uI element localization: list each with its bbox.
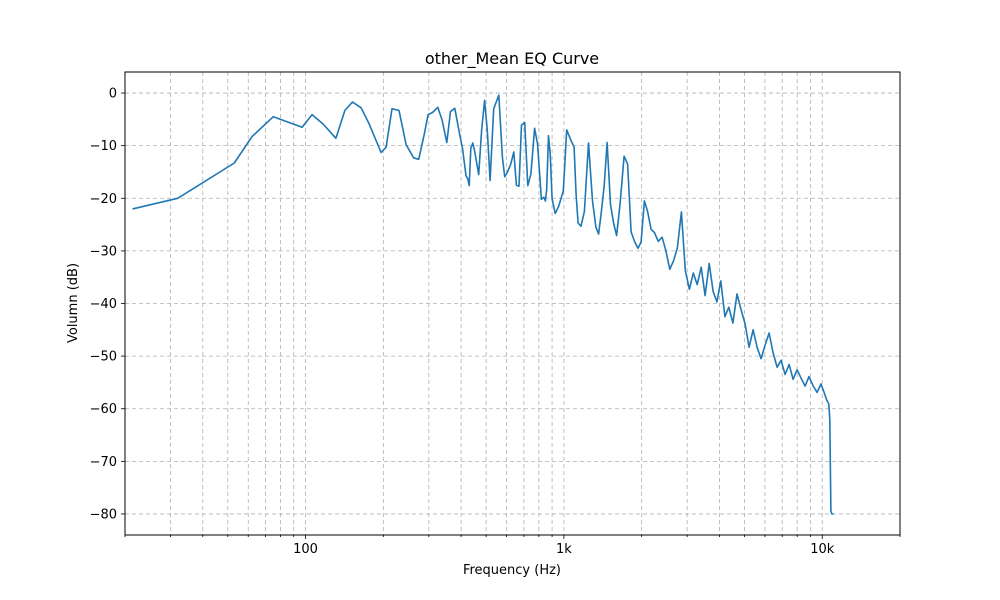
chart-title: other_Mean EQ Curve — [425, 49, 599, 69]
eq-curve-line — [132, 94, 834, 515]
x-tick-label: 1k — [556, 542, 572, 557]
y-tick-label: −80 — [90, 507, 117, 522]
x-axis-label: Frequency (Hz) — [463, 563, 561, 578]
y-tick-label: −10 — [90, 139, 117, 154]
y-tick-label: −30 — [90, 244, 117, 259]
y-tick-label: 0 — [109, 87, 117, 102]
y-tick-label: −50 — [90, 350, 117, 365]
tick-layer: 100 1k 10k 0 −10 −20 −30 −40 −50 −60 −70 −80 — [90, 87, 901, 557]
x-tick-label: 10k — [810, 542, 835, 557]
grid-layer — [124, 72, 901, 535]
y-tick-label: −40 — [90, 297, 117, 312]
y-tick-label: −70 — [90, 455, 117, 470]
y-tick-label: −60 — [90, 402, 117, 417]
x-tick-label: 100 — [293, 542, 318, 557]
y-axis-label: Volumn (dB) — [66, 263, 81, 343]
line-layer — [132, 94, 834, 515]
y-tick-label: −20 — [90, 192, 117, 207]
plot-frame — [124, 71, 901, 536]
